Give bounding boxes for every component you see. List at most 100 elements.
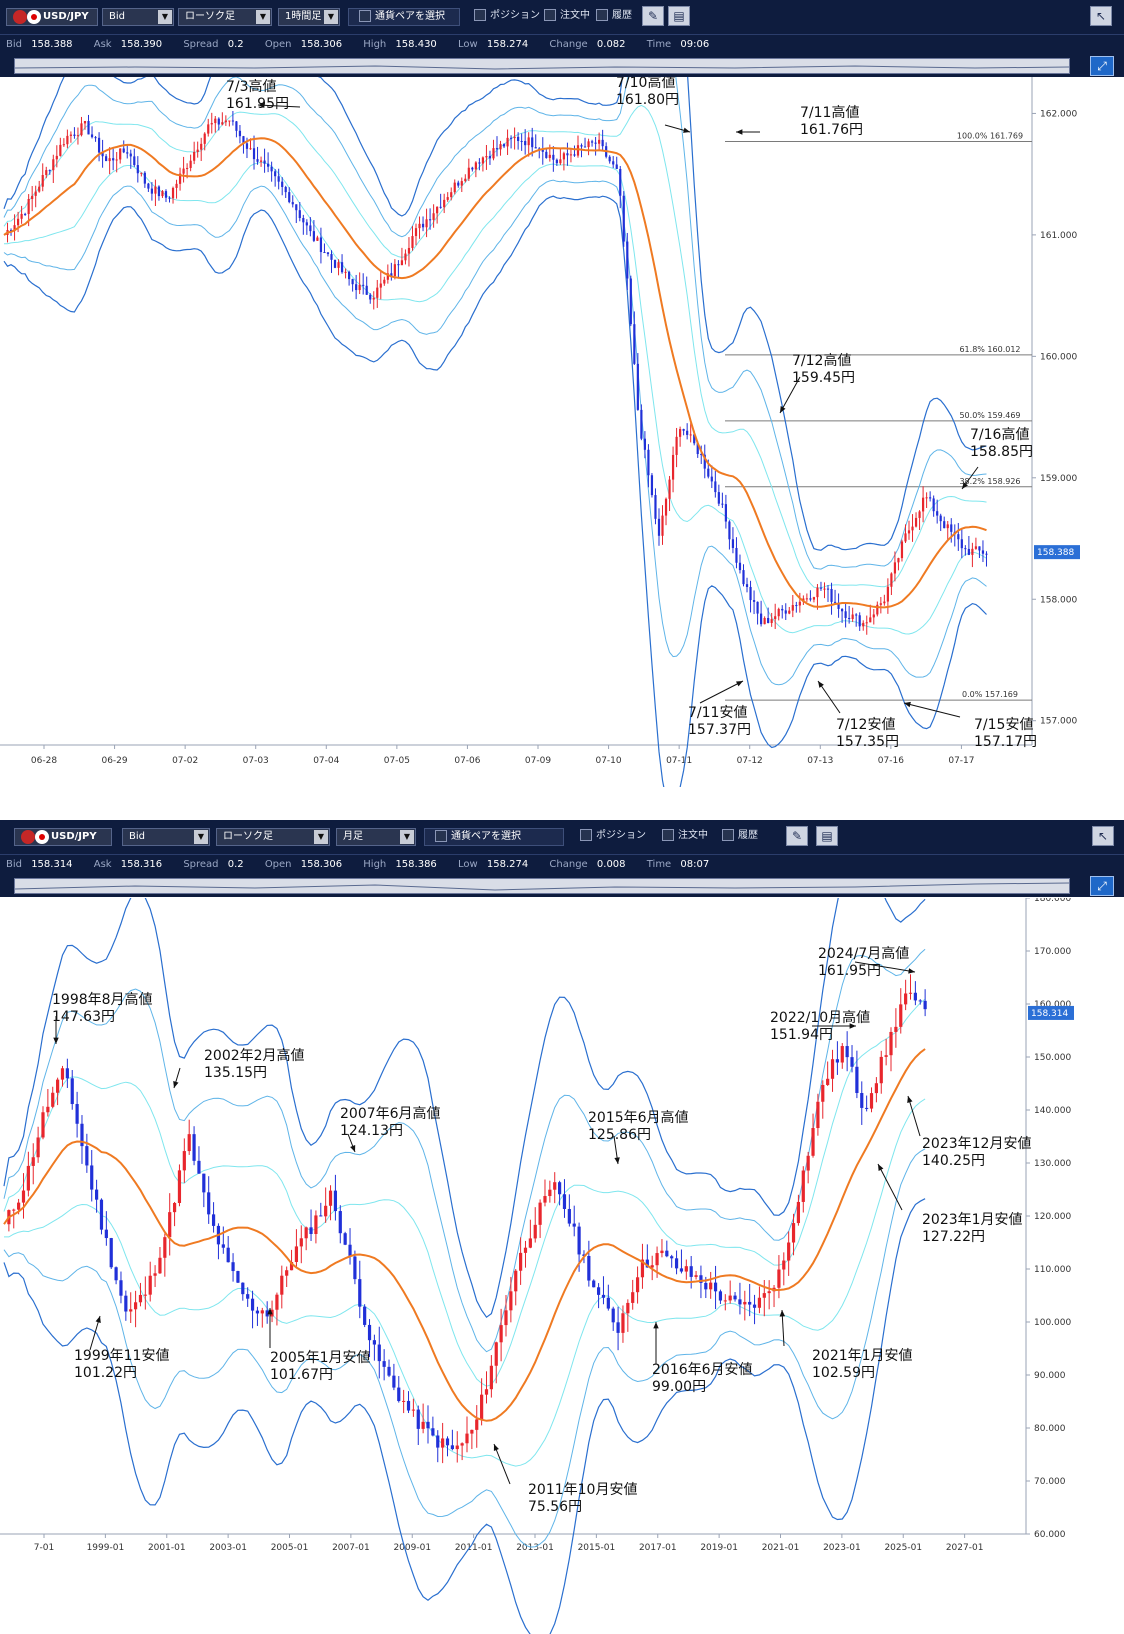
bollinger-band-line bbox=[3, 1198, 926, 1634]
y-tick-label: 90.000 bbox=[1034, 1371, 1066, 1381]
x-tick-label: 07-05 bbox=[384, 756, 410, 766]
candle-body bbox=[115, 159, 118, 161]
window-icon[interactable]: ▤ bbox=[668, 6, 690, 26]
candle-body bbox=[569, 154, 573, 156]
candle-body bbox=[914, 517, 918, 527]
candle-body bbox=[738, 1299, 742, 1305]
hourly-candlestick-chart[interactable]: 157.000 158.000 159.000 160.000 161.000 162.0… bbox=[0, 77, 1124, 787]
candle-body bbox=[633, 324, 636, 364]
window-icon[interactable]: ▤ bbox=[816, 826, 838, 846]
candle-body bbox=[80, 1123, 84, 1147]
candle-body bbox=[416, 1409, 420, 1429]
candle-body bbox=[392, 1375, 396, 1388]
orders-toggle[interactable]: 注文中 bbox=[544, 8, 590, 26]
candle-body bbox=[372, 1340, 376, 1345]
symbol-selector[interactable]: USD/JPY bbox=[6, 8, 98, 26]
candle-body bbox=[939, 515, 942, 522]
collapse-icon[interactable]: ↖ bbox=[1092, 826, 1114, 846]
navigator: ⤢ bbox=[0, 875, 1124, 897]
annotation-value: 140.25円 bbox=[922, 1153, 985, 1169]
candle-body bbox=[101, 152, 104, 157]
spread-value: 0.2 bbox=[227, 39, 244, 50]
position-toggle[interactable]: ポジション bbox=[580, 828, 646, 846]
history-toggle[interactable]: 履歴 bbox=[596, 8, 632, 26]
candle-body bbox=[280, 1275, 284, 1295]
fibonacci-label: 100.0% 161.769 bbox=[957, 131, 1023, 140]
candle-body bbox=[978, 546, 981, 551]
candle-body bbox=[650, 1265, 654, 1268]
price-type-select[interactable]: Bid ▼ bbox=[122, 828, 210, 846]
candle-body bbox=[631, 1292, 635, 1303]
orders-toggle[interactable]: 注文中 bbox=[662, 828, 708, 846]
expand-icon[interactable]: ⤢ bbox=[1090, 56, 1114, 76]
symbol-selector[interactable]: USD/JPY bbox=[14, 828, 112, 846]
candle-body bbox=[369, 294, 372, 300]
candle-body bbox=[312, 231, 315, 241]
period-select[interactable]: 月足 ▼ bbox=[336, 828, 416, 846]
candle-body bbox=[31, 1157, 35, 1166]
candle-body bbox=[450, 192, 453, 198]
chart-toolbar: USD/JPY Bid ▼ ローソク足 ▼ 1時間足 ▼ 通貨ペアを選択 ポジション … bbox=[0, 0, 1124, 35]
candle-body bbox=[41, 1112, 45, 1138]
chevron-down-icon: ▼ bbox=[314, 830, 328, 844]
period-select[interactable]: 1時間足 ▼ bbox=[278, 8, 340, 26]
candle-body bbox=[598, 139, 601, 144]
candle-body bbox=[869, 1093, 874, 1109]
candle-body bbox=[718, 1291, 723, 1301]
candle-body bbox=[246, 1294, 250, 1299]
candle-body bbox=[277, 176, 280, 182]
low-value: 158.274 bbox=[486, 39, 529, 50]
chart-type-select[interactable]: ローソク足 ▼ bbox=[216, 828, 330, 846]
pair-select-button[interactable]: 通貨ペアを選択 bbox=[348, 8, 460, 26]
annotation-arrowhead bbox=[779, 1310, 786, 1317]
candle-body bbox=[699, 1275, 703, 1283]
candle-body bbox=[668, 479, 671, 499]
position-toggle[interactable]: ポジション bbox=[474, 8, 540, 26]
candle-body bbox=[601, 1294, 606, 1298]
x-tick-label: 07-10 bbox=[595, 756, 621, 766]
draw-tool-icon[interactable]: ✎ bbox=[642, 6, 664, 26]
candle-body bbox=[541, 149, 544, 152]
monthly-candlestick-chart[interactable]: 60.000 70.000 80.000 90.000 100.000 110.000 12… bbox=[0, 898, 1124, 1634]
candle-body bbox=[425, 219, 428, 228]
candle-body bbox=[323, 252, 326, 254]
candle-body bbox=[397, 1387, 401, 1402]
chevron-down-icon: ▼ bbox=[194, 830, 208, 844]
candle-body bbox=[148, 1275, 152, 1295]
x-tick-label: 07-16 bbox=[878, 756, 904, 766]
time-label: Time bbox=[646, 859, 672, 870]
candle-body bbox=[285, 1270, 289, 1276]
candle-body bbox=[967, 548, 970, 555]
x-tick-label: 2019-01 bbox=[700, 1543, 738, 1553]
pair-select-button[interactable]: 通貨ペアを選択 bbox=[424, 828, 564, 846]
candle-body bbox=[619, 168, 622, 196]
draw-tool-icon[interactable]: ✎ bbox=[786, 826, 808, 846]
candle-body bbox=[622, 195, 625, 242]
expand-icon[interactable]: ⤢ bbox=[1090, 876, 1114, 896]
candle-body bbox=[594, 142, 597, 144]
fibonacci-label: 0.0% 157.169 bbox=[962, 690, 1018, 699]
candle-body bbox=[756, 601, 759, 614]
history-toggle[interactable]: 履歴 bbox=[722, 828, 758, 846]
navigator-scrollbar[interactable] bbox=[14, 878, 1070, 894]
annotation-value: 124.13円 bbox=[340, 1123, 403, 1139]
candle-body bbox=[126, 152, 129, 154]
annotation-arrow bbox=[854, 961, 916, 973]
annotation-label: 7/11高値 bbox=[800, 104, 859, 121]
candle-body bbox=[823, 588, 826, 590]
annotation-arrowhead bbox=[267, 1308, 273, 1315]
x-tick-label: 07-06 bbox=[454, 756, 480, 766]
chart-type-select[interactable]: ローソク足 ▼ bbox=[178, 8, 272, 26]
bollinger-band-line bbox=[3, 195, 987, 787]
collapse-icon[interactable]: ↖ bbox=[1090, 6, 1112, 26]
candle-body bbox=[812, 597, 816, 600]
annotation-arrow bbox=[877, 1163, 903, 1211]
candle-body bbox=[210, 123, 213, 125]
candle-body bbox=[291, 202, 294, 205]
candle-body bbox=[36, 1137, 40, 1158]
candle-body bbox=[647, 449, 650, 476]
candle-body bbox=[555, 159, 558, 164]
price-type-select[interactable]: Bid ▼ bbox=[102, 8, 174, 26]
candle-body bbox=[450, 1445, 454, 1450]
navigator-scrollbar[interactable] bbox=[14, 58, 1070, 74]
